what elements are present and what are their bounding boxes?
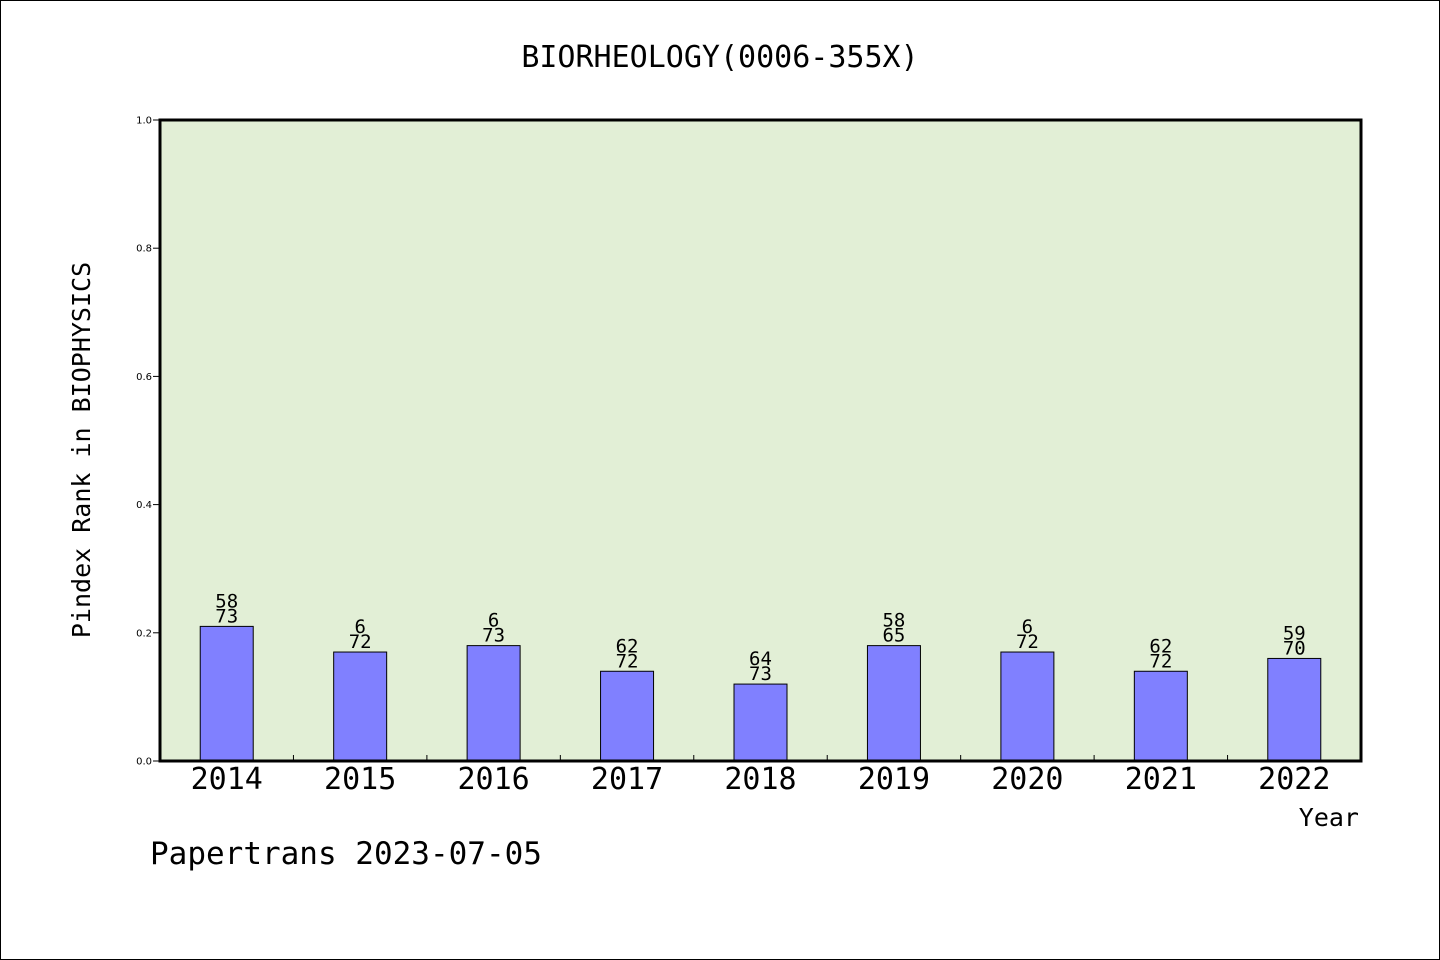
data-label-top: 6 [1022,616,1033,638]
data-label-bottom: 65 [882,625,905,647]
data-label-top: 58 [215,590,238,612]
bar [1000,651,1055,762]
y-tick-label: 1.0 [136,116,152,127]
y-tick-label: 0.6 [136,372,152,383]
bar [466,645,521,762]
data-label-bottom: 73 [749,663,772,685]
data-label-top: 59 [1283,622,1306,644]
data-label-top: 62 [1149,635,1172,657]
y-tick-label: 0.4 [136,500,152,511]
data-label-top: 62 [616,635,639,657]
bar [866,645,921,762]
data-label-bottom: 72 [349,631,372,653]
x-tick-label: 2014 [191,762,263,797]
y-axis-label: Pindex Rank in BIOPHYSICS [67,262,96,638]
bar [1133,670,1188,762]
data-label-top: 64 [749,648,772,670]
data-label-bottom: 73 [482,625,505,647]
bar [199,625,254,762]
x-tick-label: 2022 [1258,762,1330,797]
footer-text: Papertrans 2023-07-05 [150,836,542,872]
data-label-top: 6 [488,610,499,632]
bar [600,670,655,762]
x-tick-label: 2018 [724,762,796,797]
bar [1267,657,1322,762]
x-tick-label: 2019 [858,762,930,797]
y-tick-label: 0.2 [136,628,152,639]
plot-border [158,118,1363,763]
bar [733,683,788,762]
x-tick-label: 2016 [457,762,529,797]
data-label-bottom: 72 [616,650,639,672]
data-label-bottom: 72 [1016,631,1039,653]
x-tick-label: 2015 [324,762,396,797]
y-tick-label: 0.0 [136,757,152,768]
data-label-top: 6 [354,616,365,638]
data-label-bottom: 73 [215,605,238,627]
data-label-bottom: 72 [1149,650,1172,672]
x-tick-label: 2017 [591,762,663,797]
data-label-bottom: 70 [1283,637,1306,659]
x-tick-label: 2021 [1125,762,1197,797]
x-axis-label: Year [1299,803,1359,832]
chart-title: BIORHEOLOGY(0006-355X) [521,40,918,75]
axis-ticks-group: 0.0 0.2 0.4 0.6 0.8 1.0 2014 2015 2016 2017 2018 20… [136,116,1330,798]
bar [333,651,388,762]
data-label-top: 58 [882,610,905,632]
y-tick-label: 0.8 [136,244,152,255]
x-tick-label: 2020 [991,762,1063,797]
